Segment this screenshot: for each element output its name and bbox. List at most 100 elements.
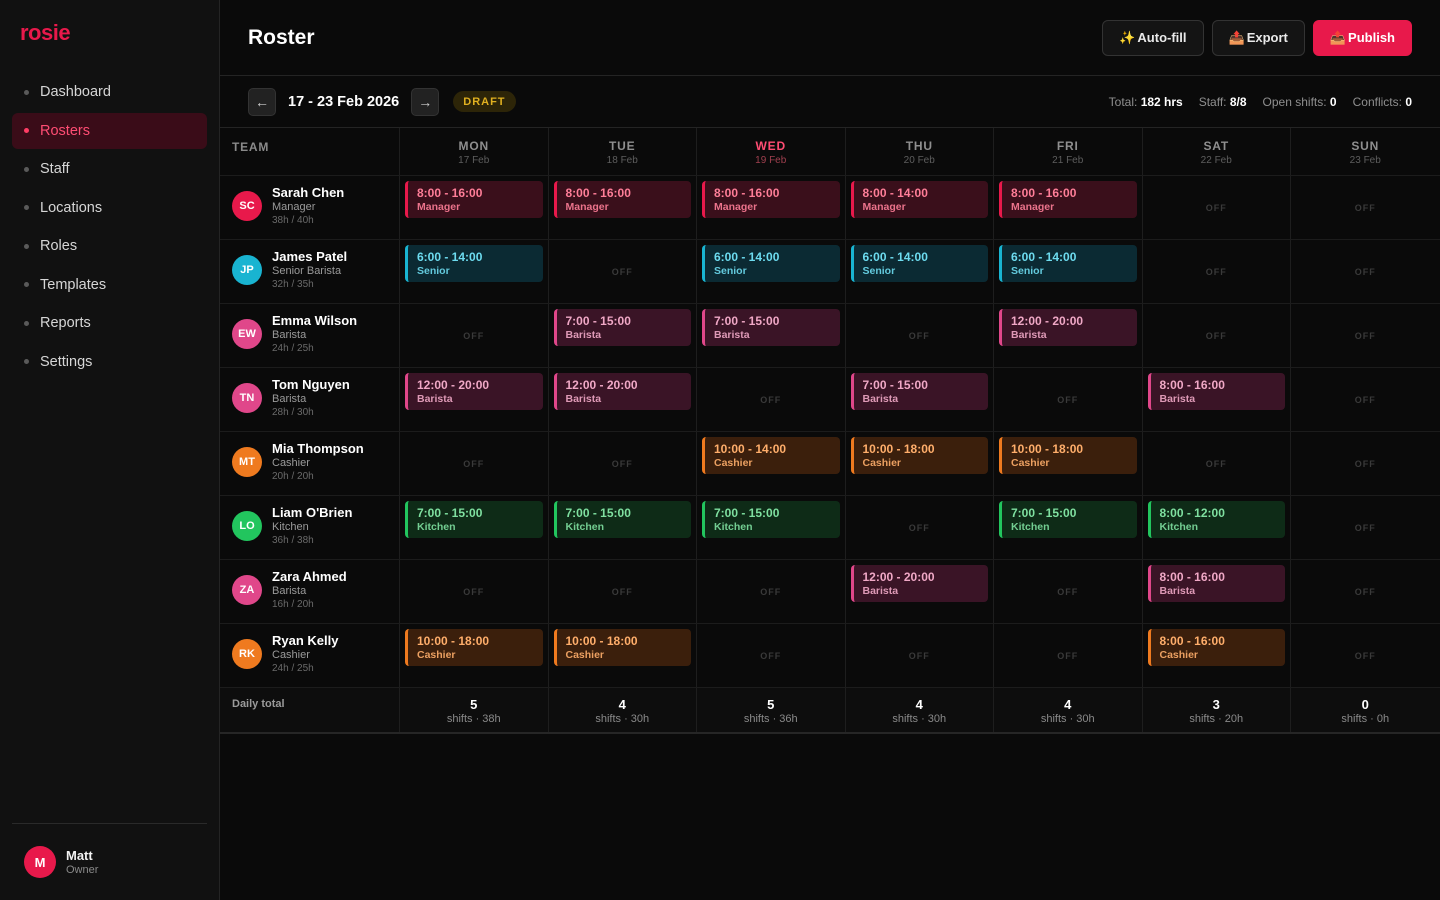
day-cell[interactable]: OFF bbox=[846, 304, 994, 367]
day-cell[interactable]: 12:00 - 20:00 Barista bbox=[549, 368, 697, 431]
day-cell[interactable]: 7:00 - 15:00 Barista bbox=[549, 304, 697, 367]
day-cell[interactable]: OFF bbox=[1143, 240, 1291, 303]
shift-card[interactable]: 7:00 - 15:00 Kitchen bbox=[405, 501, 543, 538]
day-cell[interactable]: OFF bbox=[400, 304, 549, 367]
shift-card[interactable]: 10:00 - 18:00 Cashier bbox=[850, 437, 988, 474]
staff-cell[interactable]: SC Sarah Chen Manager 38h / 40h bbox=[220, 176, 400, 239]
next-week-button[interactable]: → bbox=[411, 87, 440, 116]
day-cell[interactable]: 12:00 - 20:00 Barista bbox=[400, 368, 549, 431]
day-cell[interactable]: OFF bbox=[994, 368, 1143, 431]
day-cell[interactable]: OFF bbox=[1291, 176, 1440, 239]
day-cell[interactable]: 6:00 - 14:00 Senior bbox=[400, 240, 549, 303]
day-cell[interactable]: OFF bbox=[1291, 496, 1440, 559]
shift-card[interactable]: 10:00 - 18:00 Cashier bbox=[553, 629, 691, 666]
staff-cell[interactable]: RK Ryan Kelly Cashier 24h / 25h bbox=[220, 624, 400, 687]
day-cell[interactable]: 7:00 - 15:00 Kitchen bbox=[549, 496, 697, 559]
shift-card[interactable]: 12:00 - 20:00 Barista bbox=[999, 309, 1137, 346]
sidebar-item-dashboard[interactable]: Dashboard bbox=[12, 74, 207, 110]
day-cell[interactable]: 8:00 - 16:00 Cashier bbox=[1143, 624, 1291, 687]
previous-week-button[interactable]: ← bbox=[248, 87, 276, 116]
staff-cell[interactable]: LO Liam O'Brien Kitchen 36h / 38h bbox=[220, 496, 400, 559]
shift-card[interactable]: 8:00 - 16:00 Manager bbox=[999, 181, 1137, 218]
day-cell[interactable]: OFF bbox=[1143, 304, 1291, 367]
day-cell[interactable]: 8:00 - 16:00 Manager bbox=[400, 176, 549, 239]
day-cell[interactable]: 7:00 - 15:00 Kitchen bbox=[697, 496, 846, 559]
day-cell[interactable]: OFF bbox=[549, 560, 697, 623]
shift-card[interactable]: 7:00 - 15:00 Barista bbox=[850, 373, 988, 410]
autofill-button[interactable]: ✨ Auto-fill bbox=[1102, 19, 1204, 56]
day-cell[interactable]: OFF bbox=[697, 368, 846, 431]
day-cell[interactable]: OFF bbox=[1291, 432, 1440, 495]
day-cell[interactable]: OFF bbox=[1143, 432, 1291, 495]
shift-card[interactable]: 7:00 - 15:00 Barista bbox=[702, 309, 840, 346]
shift-card[interactable]: 10:00 - 18:00 Cashier bbox=[999, 437, 1137, 474]
day-cell[interactable]: OFF bbox=[697, 624, 846, 687]
day-cell[interactable]: 6:00 - 14:00 Senior bbox=[846, 240, 994, 303]
user-profile[interactable]: M Matt Owner bbox=[12, 823, 207, 900]
day-cell[interactable]: 10:00 - 18:00 Cashier bbox=[846, 432, 994, 495]
day-cell[interactable]: 8:00 - 16:00 Manager bbox=[549, 176, 697, 239]
day-cell[interactable]: OFF bbox=[994, 624, 1143, 687]
shift-card[interactable]: 8:00 - 16:00 Manager bbox=[553, 181, 691, 218]
day-cell[interactable]: OFF bbox=[1291, 368, 1440, 431]
day-cell[interactable]: 8:00 - 16:00 Barista bbox=[1143, 368, 1291, 431]
shift-card[interactable]: 12:00 - 20:00 Barista bbox=[405, 373, 543, 410]
day-cell[interactable]: OFF bbox=[994, 560, 1143, 623]
shift-card[interactable]: 8:00 - 14:00 Manager bbox=[850, 181, 988, 218]
day-cell[interactable]: 8:00 - 14:00 Manager bbox=[846, 176, 994, 239]
day-cell[interactable]: 6:00 - 14:00 Senior bbox=[697, 240, 846, 303]
sidebar-item-locations[interactable]: Locations bbox=[12, 190, 207, 226]
day-cell[interactable]: 7:00 - 15:00 Barista bbox=[697, 304, 846, 367]
day-cell[interactable]: 10:00 - 18:00 Cashier bbox=[400, 624, 549, 687]
staff-cell[interactable]: EW Emma Wilson Barista 24h / 25h bbox=[220, 304, 400, 367]
shift-card[interactable]: 8:00 - 16:00 Barista bbox=[1147, 373, 1285, 410]
shift-card[interactable]: 7:00 - 15:00 Barista bbox=[553, 309, 691, 346]
shift-card[interactable]: 8:00 - 16:00 Barista bbox=[1147, 565, 1285, 602]
sidebar-item-settings[interactable]: Settings bbox=[12, 344, 207, 380]
sidebar-item-reports[interactable]: Reports bbox=[12, 305, 207, 341]
day-cell[interactable]: OFF bbox=[846, 624, 994, 687]
shift-card[interactable]: 6:00 - 14:00 Senior bbox=[850, 245, 988, 282]
day-cell[interactable]: 8:00 - 16:00 Manager bbox=[697, 176, 846, 239]
day-cell[interactable]: 10:00 - 18:00 Cashier bbox=[549, 624, 697, 687]
day-cell[interactable]: OFF bbox=[1291, 240, 1440, 303]
day-cell[interactable]: OFF bbox=[1143, 176, 1291, 239]
staff-cell[interactable]: MT Mia Thompson Cashier 20h / 20h bbox=[220, 432, 400, 495]
shift-card[interactable]: 7:00 - 15:00 Kitchen bbox=[702, 501, 840, 538]
sidebar-item-templates[interactable]: Templates bbox=[12, 267, 207, 303]
day-cell[interactable]: OFF bbox=[697, 560, 846, 623]
day-cell[interactable]: 8:00 - 16:00 Barista bbox=[1143, 560, 1291, 623]
export-button[interactable]: 📤 Export bbox=[1211, 19, 1305, 56]
day-cell[interactable]: 7:00 - 15:00 Barista bbox=[846, 368, 994, 431]
shift-card[interactable]: 7:00 - 15:00 Kitchen bbox=[999, 501, 1137, 538]
day-cell[interactable]: OFF bbox=[400, 560, 549, 623]
shift-card[interactable]: 6:00 - 14:00 Senior bbox=[405, 245, 543, 282]
day-cell[interactable]: 6:00 - 14:00 Senior bbox=[994, 240, 1143, 303]
day-cell[interactable]: OFF bbox=[400, 432, 549, 495]
shift-card[interactable]: 8:00 - 16:00 Manager bbox=[405, 181, 543, 218]
staff-cell[interactable]: JP James Patel Senior Barista 32h / 35h bbox=[220, 240, 400, 303]
day-cell[interactable]: 12:00 - 20:00 Barista bbox=[846, 560, 994, 623]
day-cell[interactable]: 8:00 - 12:00 Kitchen bbox=[1143, 496, 1291, 559]
shift-card[interactable]: 8:00 - 16:00 Cashier bbox=[1147, 629, 1285, 666]
day-cell[interactable]: 7:00 - 15:00 Kitchen bbox=[994, 496, 1143, 559]
app-logo[interactable]: rosie bbox=[20, 20, 71, 45]
shift-card[interactable]: 8:00 - 12:00 Kitchen bbox=[1147, 501, 1285, 538]
sidebar-item-roles[interactable]: Roles bbox=[12, 228, 207, 264]
sidebar-item-staff[interactable]: Staff bbox=[12, 151, 207, 187]
day-cell[interactable]: 8:00 - 16:00 Manager bbox=[994, 176, 1143, 239]
shift-card[interactable]: 10:00 - 14:00 Cashier bbox=[702, 437, 840, 474]
day-cell[interactable]: OFF bbox=[549, 240, 697, 303]
staff-cell[interactable]: TN Tom Nguyen Barista 28h / 30h bbox=[220, 368, 400, 431]
day-cell[interactable]: OFF bbox=[1291, 560, 1440, 623]
day-cell[interactable]: 10:00 - 14:00 Cashier bbox=[697, 432, 846, 495]
day-cell[interactable]: 10:00 - 18:00 Cashier bbox=[994, 432, 1143, 495]
day-cell[interactable]: OFF bbox=[1291, 304, 1440, 367]
shift-card[interactable]: 8:00 - 16:00 Manager bbox=[702, 181, 840, 218]
day-cell[interactable]: 12:00 - 20:00 Barista bbox=[994, 304, 1143, 367]
shift-card[interactable]: 6:00 - 14:00 Senior bbox=[702, 245, 840, 282]
sidebar-item-rosters[interactable]: Rosters bbox=[12, 112, 207, 149]
day-cell[interactable]: 7:00 - 15:00 Kitchen bbox=[400, 496, 549, 559]
shift-card[interactable]: 7:00 - 15:00 Kitchen bbox=[553, 501, 691, 538]
day-cell[interactable]: OFF bbox=[846, 496, 994, 559]
